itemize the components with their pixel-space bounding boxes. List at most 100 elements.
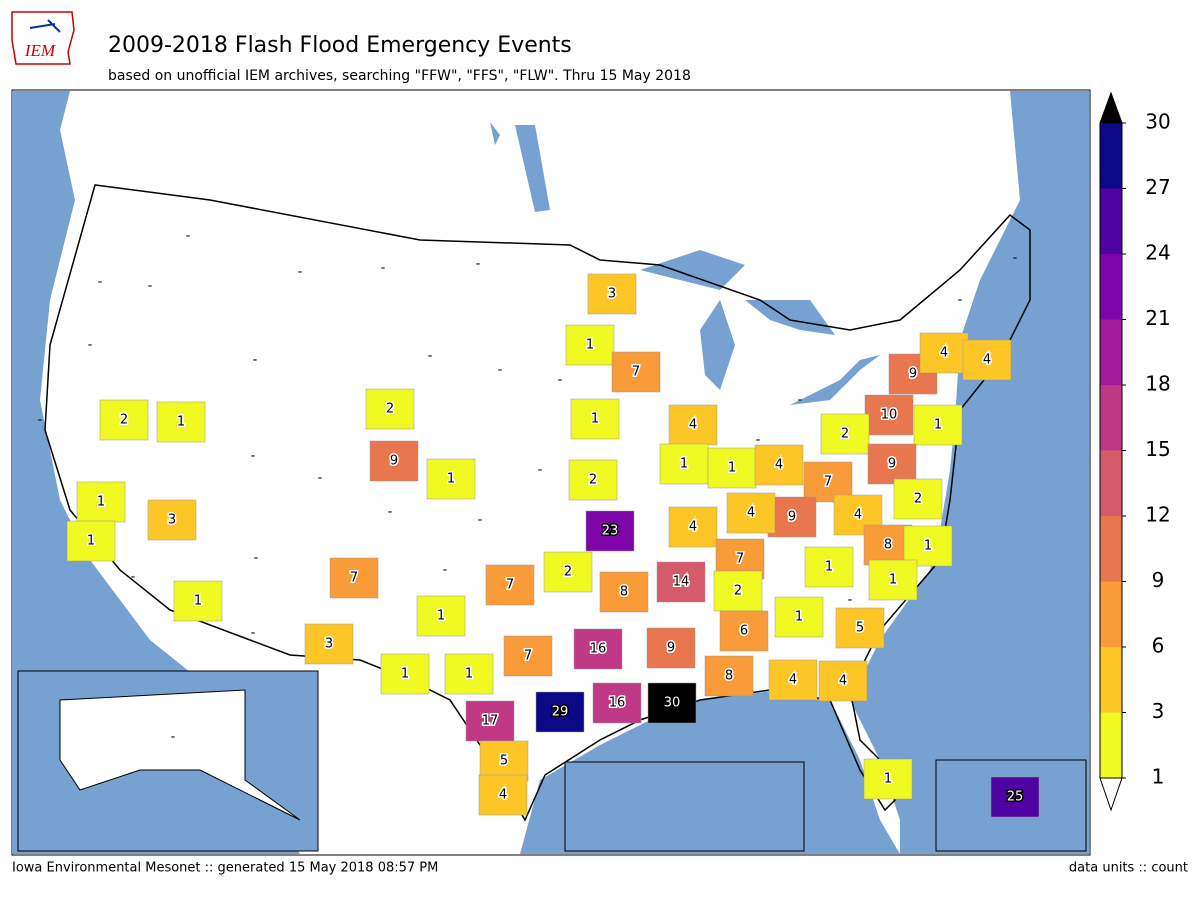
region bbox=[774, 596, 824, 638]
region bbox=[707, 447, 757, 489]
region-label: 4 bbox=[854, 508, 862, 523]
title: 2009-2018 Flash Flood Emergency Events bbox=[108, 33, 572, 58]
region-label: 2 bbox=[841, 427, 849, 442]
region-label: 29 bbox=[552, 705, 569, 720]
logo-icon bbox=[29, 19, 61, 33]
region bbox=[585, 510, 635, 552]
region bbox=[656, 561, 706, 603]
colorbar-tick-label: 24 bbox=[1145, 241, 1170, 265]
region-label: 1 bbox=[401, 667, 409, 682]
region bbox=[573, 628, 623, 670]
no-data-label: - bbox=[443, 563, 448, 578]
region bbox=[156, 401, 206, 443]
colorbar-tick-label: 1 bbox=[1152, 765, 1165, 789]
no-data-label: - bbox=[538, 463, 543, 478]
region bbox=[611, 351, 661, 393]
no-data-label: - bbox=[388, 505, 393, 520]
region bbox=[719, 610, 769, 652]
region bbox=[99, 399, 149, 441]
region bbox=[599, 571, 649, 613]
no-data-label: - bbox=[958, 293, 963, 308]
region bbox=[962, 339, 1012, 381]
region-label: 1 bbox=[177, 415, 185, 430]
colorbar-bin bbox=[1100, 188, 1122, 254]
no-data-label: - bbox=[428, 349, 433, 364]
colorbar-tick-label: 15 bbox=[1145, 437, 1170, 461]
colorbar-bin bbox=[1100, 319, 1122, 385]
region-label: 7 bbox=[632, 365, 640, 380]
regions bbox=[66, 273, 1040, 818]
region-label: 4 bbox=[839, 674, 847, 689]
colorbar-bin bbox=[1100, 581, 1122, 647]
colorbar-bin bbox=[1100, 647, 1122, 713]
region-label: 1 bbox=[934, 418, 942, 433]
no-data-label: - bbox=[251, 449, 256, 464]
region-label: 4 bbox=[499, 788, 507, 803]
no-data-label: - bbox=[756, 433, 761, 448]
subtitle: based on unofficial IEM archives, search… bbox=[108, 68, 691, 84]
colorbar-bin bbox=[1100, 712, 1122, 778]
region-label: 2 bbox=[386, 402, 394, 417]
colorbar-under bbox=[1099, 777, 1123, 812]
logo: IEM bbox=[11, 11, 75, 65]
pacific bbox=[12, 91, 300, 854]
region-label: 7 bbox=[736, 552, 744, 567]
region-label: 1 bbox=[437, 609, 445, 624]
hawaii-inset bbox=[564, 761, 805, 852]
colorbar-bin bbox=[1100, 516, 1122, 582]
region bbox=[503, 635, 553, 677]
region-label: 9 bbox=[788, 510, 796, 525]
region bbox=[568, 459, 618, 501]
region bbox=[416, 595, 466, 637]
no-data-label: - bbox=[253, 353, 258, 368]
region bbox=[380, 653, 430, 695]
region-label: 4 bbox=[775, 458, 783, 473]
alaska bbox=[59, 689, 301, 821]
region bbox=[754, 444, 804, 486]
region bbox=[726, 492, 776, 534]
region-label: 1 bbox=[194, 594, 202, 609]
region bbox=[818, 660, 868, 702]
region bbox=[570, 398, 620, 440]
no-data-label: - bbox=[298, 265, 303, 280]
no-data-label: - bbox=[498, 363, 503, 378]
region bbox=[646, 627, 696, 669]
region-label: 4 bbox=[983, 353, 991, 368]
region-label: 4 bbox=[789, 673, 797, 688]
region-label: 10 bbox=[881, 408, 898, 423]
region-label: 9 bbox=[667, 641, 675, 656]
colorbar-tick-label: 18 bbox=[1145, 372, 1170, 396]
colorbar-tick-label: 3 bbox=[1152, 699, 1165, 723]
no-data-label: - bbox=[171, 730, 176, 745]
no-data-label: - bbox=[98, 275, 103, 290]
region-label: 4 bbox=[689, 520, 697, 535]
region bbox=[304, 623, 354, 665]
region-label: 2 bbox=[734, 584, 742, 599]
region-label: 7 bbox=[350, 571, 358, 586]
region-label: 1 bbox=[97, 495, 105, 510]
region-label: 1 bbox=[87, 534, 95, 549]
colorbar-bin bbox=[1100, 450, 1122, 516]
region-label: 8 bbox=[725, 669, 733, 684]
region bbox=[863, 758, 913, 800]
region bbox=[535, 691, 585, 733]
region bbox=[867, 443, 917, 485]
region-label: 3 bbox=[168, 513, 176, 528]
region bbox=[659, 443, 709, 485]
region bbox=[444, 653, 494, 695]
region-label: 1 bbox=[447, 472, 455, 487]
region-label: 4 bbox=[940, 346, 948, 361]
region bbox=[903, 525, 953, 567]
region-label: 2 bbox=[914, 492, 922, 507]
logo-outline bbox=[11, 11, 75, 65]
region bbox=[485, 564, 535, 606]
region-label: 9 bbox=[888, 457, 896, 472]
no-data-label: - bbox=[848, 593, 853, 608]
region-label: 2 bbox=[589, 473, 597, 488]
region-label: 1 bbox=[924, 539, 932, 554]
region bbox=[369, 440, 419, 482]
region bbox=[365, 388, 415, 430]
no-data-label: - bbox=[131, 570, 136, 585]
region-label: 7 bbox=[824, 475, 832, 490]
